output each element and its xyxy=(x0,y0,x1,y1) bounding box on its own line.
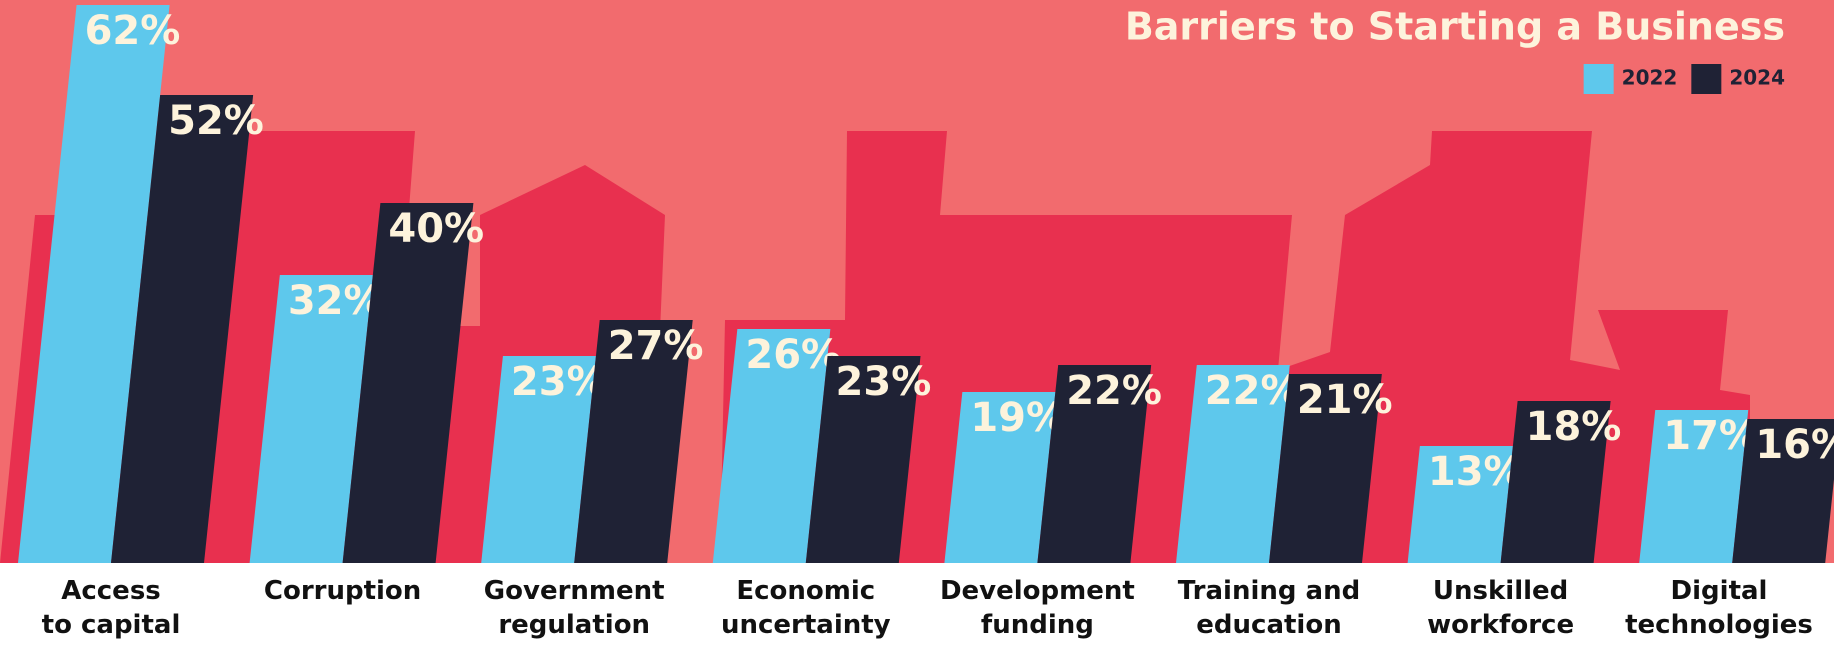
x-tick-label: Unskilled workforce xyxy=(1427,576,1575,640)
value-label: 16% xyxy=(1755,422,1834,468)
value-label: 27% xyxy=(608,323,704,369)
bar xyxy=(342,203,474,563)
value-label: 23% xyxy=(511,359,607,405)
x-tick-label: Government regulation xyxy=(483,576,665,640)
bar xyxy=(249,275,373,563)
bar xyxy=(1176,365,1290,563)
value-label: 62% xyxy=(85,8,181,54)
bar xyxy=(1732,419,1834,563)
chart-title: Barriers to Starting a Business xyxy=(1125,5,1785,49)
bar xyxy=(1037,365,1152,563)
bar xyxy=(1407,446,1513,563)
legend-label: 2024 xyxy=(1729,66,1785,90)
bar xyxy=(574,320,693,563)
value-label: 18% xyxy=(1526,404,1622,450)
x-tick-label: Development funding xyxy=(939,576,1135,640)
legend-swatch xyxy=(1691,64,1722,94)
x-tick-label: Corruption xyxy=(263,576,422,606)
value-label: 21% xyxy=(1297,377,1393,423)
value-label: 40% xyxy=(388,206,484,252)
value-label: 32% xyxy=(288,278,384,324)
bar xyxy=(1500,401,1611,563)
legend-label: 2022 xyxy=(1622,66,1678,90)
value-label: 13% xyxy=(1428,449,1524,495)
bar xyxy=(944,392,1056,563)
value-label: 52% xyxy=(168,98,264,144)
bar xyxy=(18,5,170,563)
bar xyxy=(1269,374,1382,563)
x-tick-label: Digital technologies xyxy=(1625,576,1813,640)
legend-swatch xyxy=(1583,64,1614,94)
bar xyxy=(481,356,596,563)
value-label: 26% xyxy=(745,332,841,378)
value-label: 22% xyxy=(1205,368,1301,414)
value-label: 17% xyxy=(1663,413,1759,459)
bar xyxy=(1639,410,1749,563)
x-tick-label: Economic uncertainty xyxy=(720,576,891,640)
value-label: 23% xyxy=(836,359,932,405)
bar xyxy=(111,95,254,563)
x-tick-label: Training and education xyxy=(1177,576,1361,640)
value-label: 19% xyxy=(970,395,1066,441)
value-label: 22% xyxy=(1066,368,1162,414)
bar xyxy=(805,356,921,563)
bar xyxy=(712,329,831,563)
x-tick-label: Access to capital xyxy=(41,576,181,640)
